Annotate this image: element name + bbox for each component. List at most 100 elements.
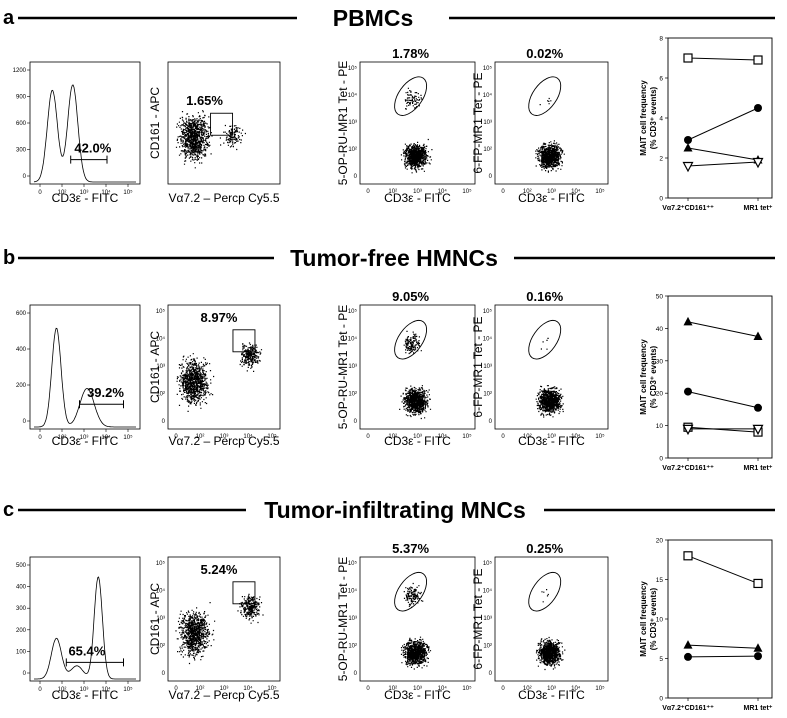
density-xtick-label: 10⁴ [438,188,448,195]
summary-ytick-label: 10 [656,617,664,624]
density-ytick-label: 0 [162,671,166,677]
density-xtick-label: 10³ [547,189,556,195]
density-xtick-label: 0 [501,686,505,692]
summary-marker-triangle [753,331,763,340]
density-xlabel: Vα7.2 – Percp Cy5.5 [169,688,280,702]
density-xtick-label: 10² [388,686,397,692]
density-xtick-label: 10² [523,189,532,195]
summary-ytick-label: 6 [659,76,663,83]
vα72-cd161-plot: 10⁵ 10⁴ 10³ 10² 0 0 10² 10³ 10⁴ 10⁵ 8.97% Vα7.2 – P… [148,304,281,448]
density-xtick-label: 10² [388,189,397,195]
summary-marker-circle [754,403,762,412]
summary-ylabel: MAIT cell frequency [639,80,648,156]
density-ytick-label: 10³ [348,364,357,370]
density-ytick-label: 10² [483,644,492,650]
density-frame [359,61,476,185]
density-ytick-label: 10⁵ [483,308,493,315]
density-ytick-label: 10² [156,644,165,650]
summary-marker-square [753,578,763,589]
summary-ytick-label: 20 [656,538,664,545]
gate-percent: 9.05% [392,289,429,304]
histogram-xtick-label: 0 [38,190,42,196]
density-xtick-label: 0 [366,686,370,692]
histogram-curve [34,327,136,428]
panel-letter: b [3,247,15,269]
density-xtick-label: 10⁴ [243,685,253,692]
histogram-xtick-label: 10⁵ [123,189,133,196]
summary-xtick-label: MR1 tet⁺ [744,205,773,212]
summary-marker-square [753,55,763,65]
density-ytick-label: 10⁴ [483,588,493,595]
density-xtick-label: 0 [174,686,178,692]
summary-ylabel: (% CD3⁺ events) [649,587,658,650]
density-ytick-label: 10⁴ [348,588,358,595]
histogram-ytick-label: 500 [16,563,27,569]
histogram-ytick-label: 0 [23,671,27,677]
mr1-tet-plot: 10⁵ 10⁴ 10³ 10² 0 0 10² 10³ 10⁴ 10⁵ 9.05% CD3ε - FI… [336,289,476,448]
density-frame [494,304,609,430]
gate-percent: 5.24% [201,562,238,577]
density-xtick-label: 10³ [413,434,422,440]
density-frame [167,556,281,682]
density-xlabel: Vα7.2 – Percp Cy5.5 [169,191,280,205]
panel-letter: a [3,7,15,29]
panel-row-c: c Tumor-infiltrating MNCs5004003002001000… [3,497,775,712]
density-xtick-label: 10⁵ [595,685,605,692]
vα72-cd161-plot: 1.65% Vα7.2 – Percp Cy5.5 CD161 - APC [148,61,281,205]
summary-ytick-label: 2 [659,156,663,163]
density-ytick-label: 10⁵ [156,308,166,315]
density-ytick-label: 10² [348,147,357,153]
summary-series-line [687,644,759,649]
density-xtick-label: 0 [501,189,505,195]
summary-ytick-label: 40 [656,326,664,333]
density-xtick-label: 10⁵ [267,433,277,440]
summary-frame [667,539,773,699]
histogram-plot: 600 400 200 0 0 10² 10³ 10⁴ 10⁵ 39.2% CD3ε - FITC [16,304,141,448]
density-dots [400,582,432,670]
density-xlabel: CD3ε - FITC [518,688,585,702]
summary-marker-circle [684,136,692,144]
density-ytick-label: 10² [483,392,492,398]
summary-marker-square [683,53,693,63]
density-xlabel: CD3ε - FITC [518,191,585,205]
summary-marker-triangle-down [682,161,694,173]
density-ytick-label: 10⁵ [348,308,358,315]
density-xlabel: CD3ε - FITC [518,434,585,448]
histogram-xtick-label: 10⁴ [101,189,111,196]
density-ytick-label: 10² [483,147,492,153]
summary-ylabel: MAIT cell frequency [639,339,648,415]
summary-xtick-label: Vα7.2⁺CD161⁺⁺ [662,705,714,712]
summary-marker-circle [684,387,692,396]
density-dots [535,589,566,671]
density-xtick-label: 10² [523,434,532,440]
summary-series-line [687,147,759,161]
density-frame [494,61,609,185]
density-ytick-label: 10³ [348,120,357,126]
density-xtick-label: 10³ [220,434,229,440]
density-xtick-label: 10⁴ [438,685,448,692]
histogram-curve [33,84,136,183]
density-dots [535,97,565,173]
summary-marker-circle [754,104,762,112]
gate-ellipse [528,571,562,612]
histogram-xlabel: CD3ε - FITC [52,688,119,702]
density-xtick-label: 10² [196,434,205,440]
density-xtick-label: 10³ [547,434,556,440]
density-xtick-label: 0 [501,434,505,440]
gate-ellipse [394,319,428,360]
summary-ylabel: (% CD3⁺ events) [649,345,658,408]
summary-series-line [687,555,759,584]
histogram-ytick-label: 300 [16,606,27,612]
summary-marker-circle [754,652,762,661]
density-ytick-label: 10⁴ [348,336,358,343]
summary-chart-b: 0 10 20 30 40 50 Vα7.2⁺CD161⁺⁺ MR1 tet⁺ MAIT cel… [639,294,773,473]
histogram-gate-percent: 42.0% [74,141,111,156]
gate-ellipse [394,76,428,116]
histogram-ytick-label: 0 [23,174,27,180]
histogram-xtick-label: 10² [58,435,67,441]
gate-box [210,112,234,136]
density-xtick-label: 10⁵ [462,188,472,195]
summary-ylabel: MAIT cell frequency [639,581,648,657]
summary-xtick-label: MR1 tet⁺ [744,465,773,472]
